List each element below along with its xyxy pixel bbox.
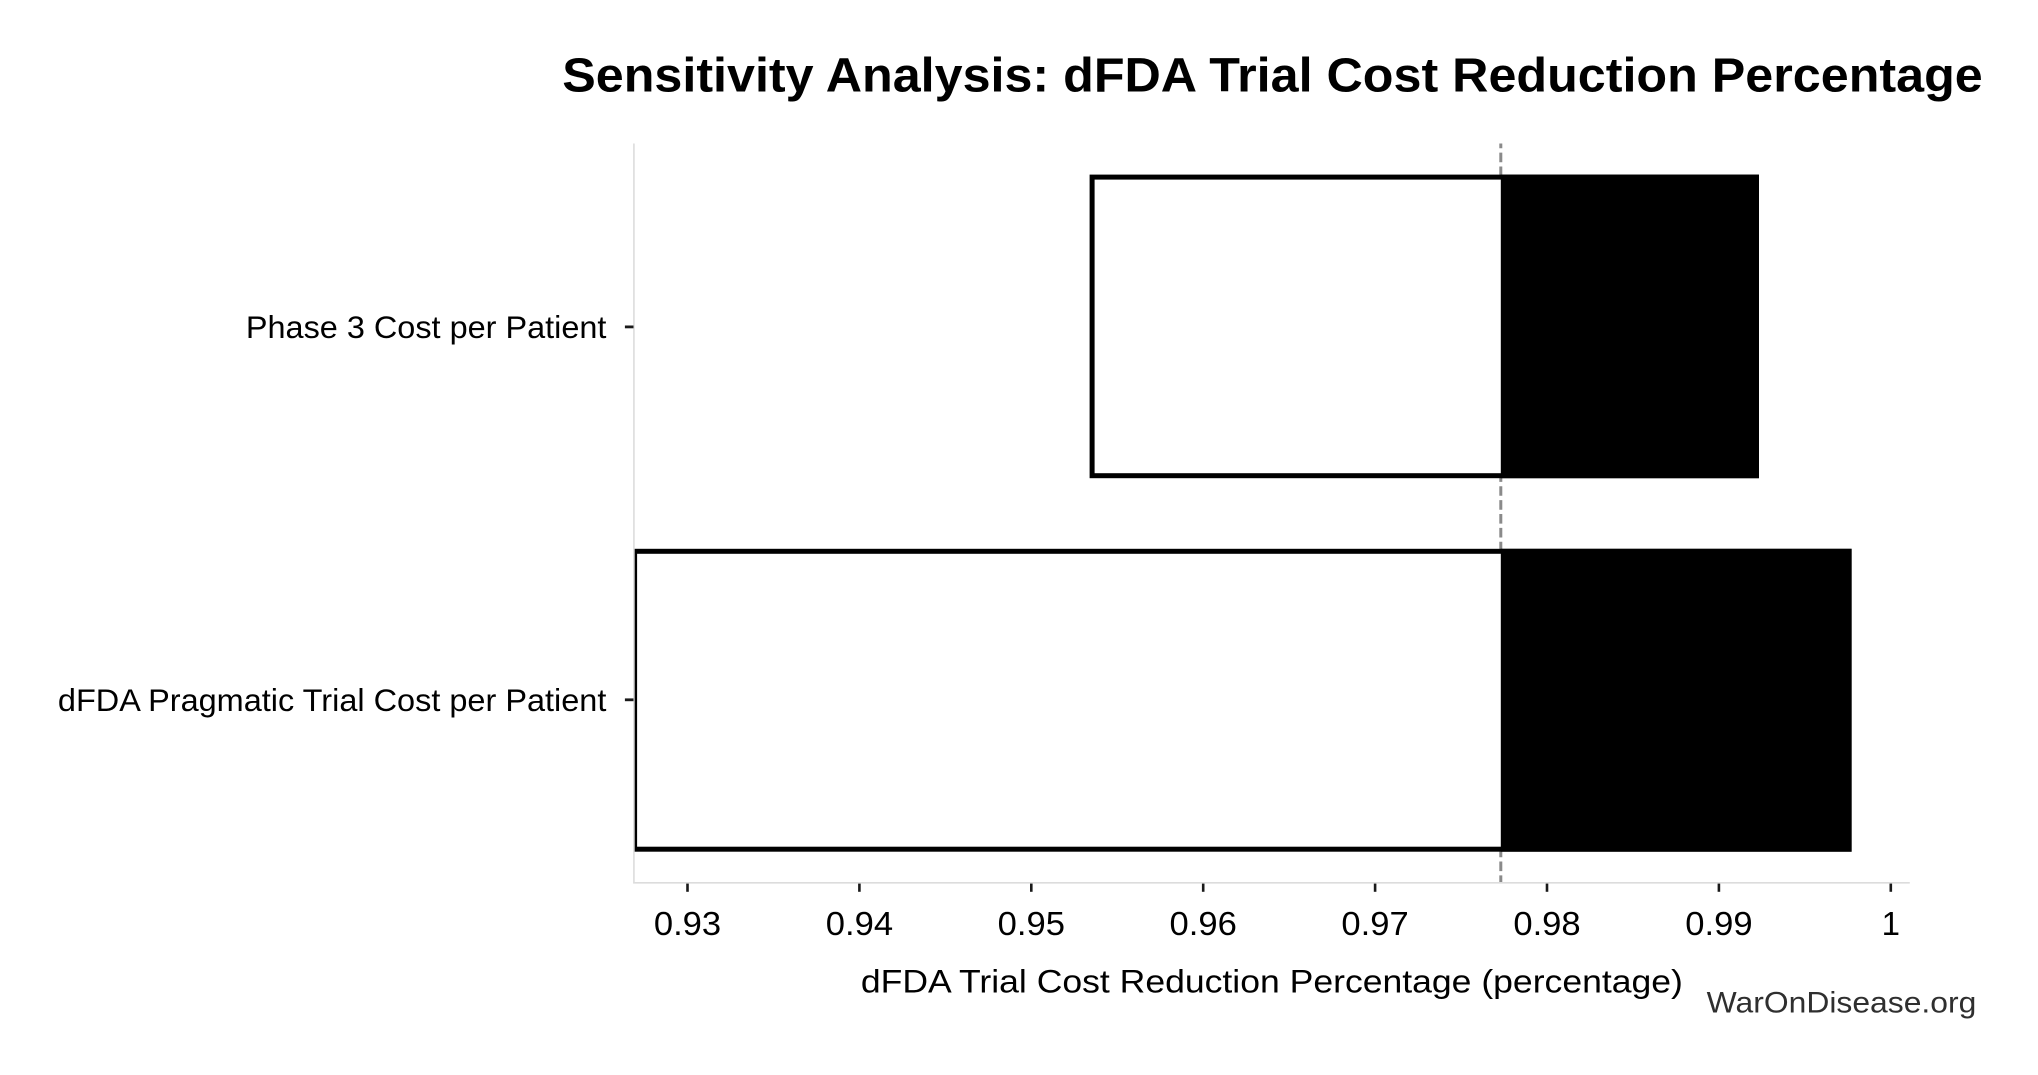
svg-text:1: 1	[1882, 905, 1900, 942]
svg-text:Sensitivity Analysis: dFDA Tri: Sensitivity Analysis: dFDA Trial Cost Re…	[562, 50, 1983, 103]
svg-text:0.95: 0.95	[998, 905, 1065, 942]
svg-text:dFDA Pragmatic Trial Cost per: dFDA Pragmatic Trial Cost per Patient	[58, 682, 607, 718]
svg-text:WarOnDisease.org: WarOnDisease.org	[1707, 987, 1977, 1020]
svg-text:Phase 3 Cost per Patient: Phase 3 Cost per Patient	[246, 309, 607, 345]
svg-text:0.98: 0.98	[1513, 905, 1580, 942]
svg-text:0.99: 0.99	[1685, 905, 1752, 942]
svg-text:0.93: 0.93	[654, 905, 721, 942]
svg-text:dFDA Trial Cost Reduction Perc: dFDA Trial Cost Reduction Percentage (pe…	[861, 963, 1683, 999]
svg-text:0.96: 0.96	[1170, 905, 1237, 942]
svg-text:0.97: 0.97	[1341, 905, 1408, 942]
svg-text:0.94: 0.94	[826, 905, 893, 942]
